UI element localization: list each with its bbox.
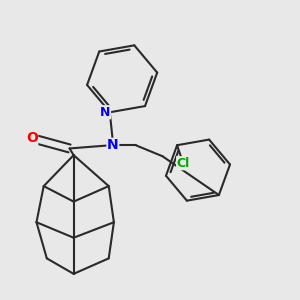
- Text: Cl: Cl: [177, 157, 190, 170]
- Text: O: O: [26, 131, 38, 145]
- Text: N: N: [100, 106, 110, 119]
- Text: N: N: [107, 138, 119, 152]
